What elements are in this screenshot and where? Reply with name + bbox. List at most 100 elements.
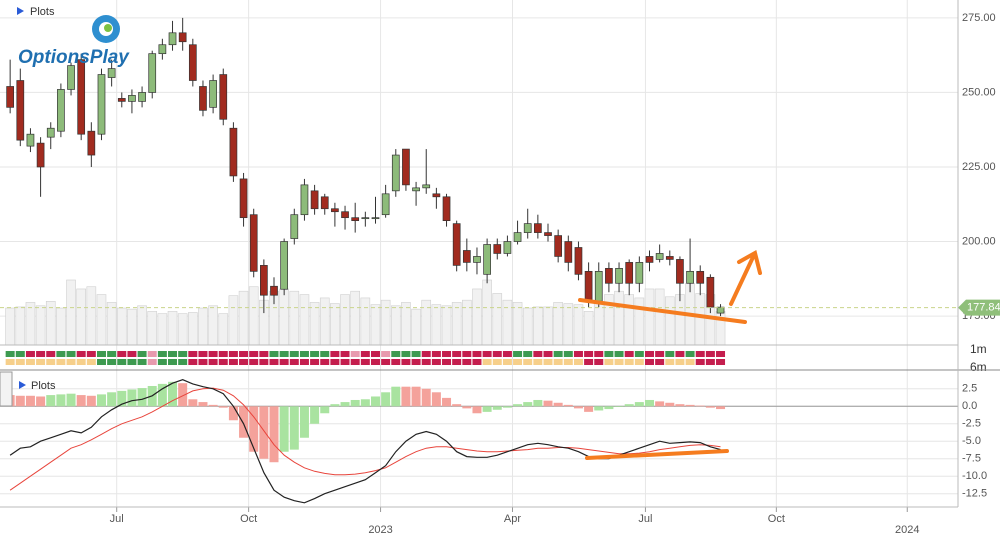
signal-cell (218, 351, 228, 357)
signal-cell (147, 359, 157, 365)
candle-body (331, 208, 339, 213)
y-tick-label: 200.00 (962, 235, 996, 247)
signal-cell (360, 359, 370, 365)
candle-body (77, 59, 86, 135)
legend-icon[interactable] (19, 381, 26, 389)
signal-cell (533, 359, 543, 365)
histogram-bar (370, 396, 380, 407)
candle-body (26, 133, 35, 147)
histogram-bar (634, 402, 644, 407)
signal-cell (401, 359, 411, 365)
candle-body (300, 184, 309, 216)
signal-cell (685, 359, 695, 365)
candle-body (513, 232, 522, 242)
signal-cell (604, 351, 614, 357)
signal-cell (472, 351, 482, 357)
histogram-bar (330, 404, 340, 407)
signal-cell (421, 359, 431, 365)
signal-cell (117, 359, 127, 365)
candle-body (290, 214, 299, 239)
signal-cell (228, 359, 238, 365)
signal-cell (56, 359, 66, 365)
histogram-bar (15, 395, 25, 407)
signal-cell (269, 351, 279, 357)
histogram-bar (594, 406, 604, 411)
candle-body (138, 92, 146, 102)
histogram-bar (279, 406, 289, 452)
histogram-bar (127, 389, 137, 407)
signal-cell (594, 359, 604, 365)
volume-bar (451, 302, 462, 346)
signal-cell (208, 359, 218, 365)
candle-body (371, 217, 380, 220)
volume-bar (248, 286, 259, 346)
signal-cell (462, 359, 472, 365)
candle-body (97, 74, 106, 135)
legend-icon[interactable] (17, 7, 24, 15)
candle-body (280, 241, 289, 290)
volume-bar (127, 308, 137, 346)
volume-bar (624, 294, 634, 346)
candle-body (564, 241, 573, 263)
legend-label[interactable]: Plots (31, 380, 56, 392)
signal-cell (137, 351, 147, 357)
candle-body (310, 190, 319, 210)
histogram-bar (685, 404, 695, 407)
histogram-bar (117, 390, 127, 407)
x-tick-label: Oct (768, 513, 785, 525)
signal-cell (401, 351, 411, 357)
candle-body (716, 306, 725, 314)
signal-cell (310, 351, 320, 357)
volume-bar (431, 304, 442, 346)
signal-cell (523, 351, 533, 357)
signal-cell (644, 359, 654, 365)
volume-bar (188, 312, 198, 346)
volume-bar (675, 294, 685, 346)
signal-cell (249, 359, 259, 365)
signal-cell (533, 351, 543, 357)
signal-cell (705, 359, 715, 365)
signal-cell (594, 351, 604, 357)
histogram-bar (299, 406, 309, 438)
candle-body (57, 89, 65, 132)
volume-bar (583, 311, 594, 346)
volume-bar (390, 305, 401, 346)
volume-bar (25, 302, 36, 346)
last-price-label: 177.84 (967, 302, 1000, 314)
x-tick-label: Oct (240, 513, 257, 525)
histogram-bar (36, 396, 46, 407)
y-tick-label: 2.5 (962, 383, 977, 395)
annotation (578, 249, 762, 460)
volume-bar (350, 290, 360, 346)
signal-cell (157, 351, 167, 357)
signal-cell (523, 359, 533, 365)
legend-label[interactable]: Plots (30, 6, 55, 18)
candle-body (168, 32, 177, 46)
histogram-bar (66, 393, 76, 407)
histogram-bar (573, 406, 583, 409)
candle-body (625, 262, 634, 284)
signal-line (9, 387, 721, 491)
candle-body (442, 196, 451, 222)
histogram-bar (665, 402, 675, 407)
signal-cell (695, 351, 705, 357)
signal-cell (634, 359, 644, 365)
histogram-bar (157, 383, 167, 407)
signal-cell (107, 351, 117, 357)
histogram-bar (695, 405, 705, 407)
volume-bar (96, 294, 107, 346)
signal-cell (299, 351, 309, 357)
signal-cell (442, 359, 452, 365)
y-tick-label: -10.0 (962, 470, 987, 482)
volume-bar (492, 293, 503, 346)
candle-body (341, 211, 349, 219)
candle-body (381, 193, 390, 216)
signal-cell (46, 351, 56, 357)
signal-cell (46, 359, 56, 365)
histogram-bar (543, 400, 553, 407)
volume-bar (309, 302, 320, 346)
signal-cell (15, 351, 25, 357)
candle-body (128, 95, 136, 102)
histogram-bar (269, 406, 279, 463)
